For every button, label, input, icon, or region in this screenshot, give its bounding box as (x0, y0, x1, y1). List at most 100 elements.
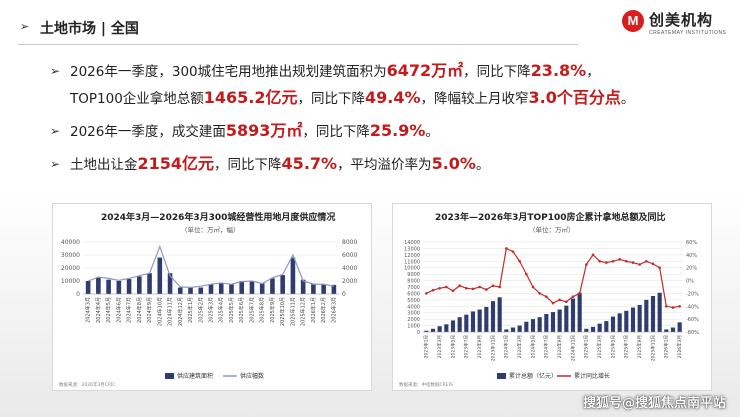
x-tick-label: 2024年9月 (556, 335, 563, 358)
highlight-value: 2154亿元 (137, 154, 215, 173)
bar (437, 326, 442, 332)
line-point (565, 300, 568, 304)
line-point (498, 285, 501, 289)
bar (664, 329, 669, 332)
bullet-text-segment: ，同比下降 (297, 91, 366, 107)
line-point (511, 250, 515, 253)
line-point (425, 292, 428, 295)
bar (597, 323, 602, 332)
x-tick-label: 2025年11月 (289, 297, 296, 326)
bullet-item-supply: ➢ 2026年一季度，300城住宅用地推出规划建筑面积为6472万㎡，同比下降2… (50, 58, 650, 112)
y-left-tick-label: 0 (417, 330, 420, 336)
line-point (531, 285, 535, 289)
x-tick-label: 2024年6月 (115, 297, 122, 323)
y-right-tick-label: 8000 (342, 239, 357, 246)
y-right-tick-label: 20% (686, 266, 697, 272)
bullet-text-segment: 。 (475, 157, 490, 173)
highlight-value: 6472万㎡ (386, 61, 464, 80)
x-tick-label: 2025年12月 (300, 297, 307, 326)
line-point (458, 284, 461, 288)
x-tick-label: 2024年5月 (105, 297, 112, 323)
y-left-tick-label: 2000 (407, 317, 420, 323)
x-tick-label: 2026年3月 (676, 335, 683, 358)
line-point (551, 301, 555, 305)
x-tick-label: 2024年8月 (136, 297, 143, 323)
line-point (571, 295, 575, 298)
left-chart-source: 数据来源：2026年3月CRIC (59, 383, 116, 388)
x-tick-label: 2025年8月 (259, 297, 266, 323)
x-tick-label: 2026年2月 (320, 297, 327, 323)
x-tick-label: 2025年3月 (596, 335, 603, 358)
line-point (658, 266, 661, 270)
highlight-value: 25.9% (369, 121, 426, 140)
bar (450, 320, 456, 332)
line-point (651, 262, 655, 266)
y-left-tick-label: 13000 (404, 246, 420, 252)
bullet-item-land-revenue: ➢ 土地出让金2154亿元，同比下降45.7%，平均溢价率为5.0%。 (50, 151, 680, 178)
x-tick-label: 2023年1月 (423, 335, 430, 358)
bullet-text-segment: ，同比下降 (463, 64, 531, 80)
bar (249, 281, 255, 294)
line-point (545, 295, 548, 298)
bullet-text-segment: ，同比下降 (302, 124, 370, 140)
bar (85, 281, 91, 294)
x-tick-label: 2024年7月 (126, 297, 133, 323)
bar (570, 298, 576, 332)
bar (331, 284, 337, 294)
watermark: 搜狐号@搜狐焦点南平站 (582, 396, 726, 411)
bullet-text-segment: ，降幅较上月收窄 (420, 91, 529, 107)
bar (657, 292, 662, 332)
series-line (426, 247, 680, 309)
y-left-tick-label: 1000 (407, 324, 420, 330)
bar (321, 284, 326, 294)
bullet-text-segment: 2026年一季度，300城住宅用地推出规划建筑面积为 (70, 64, 387, 80)
y-left-tick-label: 14000 (404, 240, 420, 246)
bullet-text-segment: 。 (425, 124, 439, 140)
bar (239, 281, 245, 294)
x-tick-label: 2023年9月 (476, 335, 483, 358)
y-left-tick-label: 20000 (61, 265, 80, 272)
legend-bar-label: 累计总额（亿元） (509, 372, 557, 380)
y-right-tick-label: 0% (686, 279, 694, 285)
x-tick-label: 2024年3月 (85, 297, 92, 323)
bar (430, 328, 436, 332)
bar (617, 313, 622, 332)
x-tick-label: 2024年12月 (177, 297, 184, 326)
y-left-tick-label: 10000 (61, 278, 80, 285)
x-tick-label: 2024年3月 (516, 335, 523, 358)
line-point (538, 292, 541, 295)
x-tick-label: 2024年10月 (156, 297, 163, 326)
bullet-text: 土地出让金2154亿元，同比下降45.7%，平均溢价率为5.0%。 (70, 154, 490, 173)
bar (157, 257, 163, 294)
line-point (471, 287, 475, 291)
y-left-tick-label: 3000 (407, 311, 420, 317)
highlight-value: 5.0% (431, 154, 476, 173)
bullet-arrow-icon: ➢ (50, 157, 61, 171)
logo-chinese-name: 创美机构 (649, 11, 714, 29)
y-left-tick-label: 0 (76, 291, 80, 298)
x-tick-label: 2025年10月 (279, 297, 286, 326)
line-point (678, 304, 681, 308)
bullet-text-segment: ，平均溢价率为 (337, 157, 432, 173)
left-chart-title: 2024年3月—2026年3月300城经营性用地月度供应情况 (101, 213, 336, 223)
y-left-tick-label: 40000 (61, 239, 80, 246)
y-left-tick-label: 7000 (407, 285, 420, 291)
bar (147, 273, 152, 294)
line-point (638, 263, 641, 266)
bar (177, 287, 183, 294)
highlight-value: 23.8% (530, 61, 587, 80)
y-right-tick-label: 6000 (342, 252, 357, 259)
x-tick-label: 2024年11月 (167, 297, 174, 326)
bar (504, 329, 509, 332)
title-divider (18, 44, 578, 45)
bar (677, 322, 682, 332)
x-tick-label: 2026年1月 (310, 297, 317, 323)
left-chart-unit: （单位：万㎡，幅） (181, 226, 240, 234)
bar (604, 321, 609, 332)
x-tick-label: 2025年7月 (623, 335, 630, 358)
x-tick-label: 2023年11月 (489, 335, 496, 361)
bar (590, 326, 596, 332)
bar (524, 321, 529, 332)
bullet-text: 2026年一季度，成交建面5893万㎡，同比下降25.9%。 (70, 121, 439, 140)
line-point (505, 247, 508, 250)
